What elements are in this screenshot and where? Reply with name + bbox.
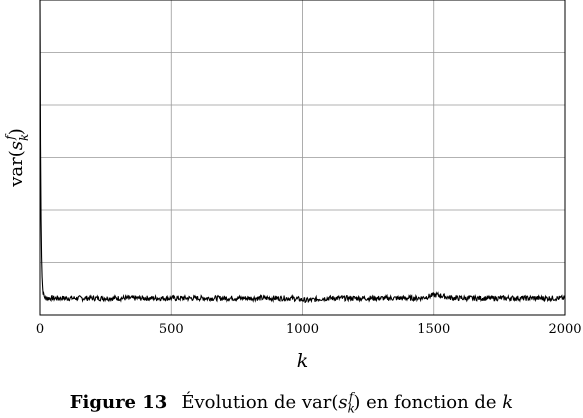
caption-text-before: Évolution de var( [181,392,339,413]
figure-caption: Figure 13 Évolution de var(skf) en foncti… [0,390,583,416]
caption-text-after: ) en fonction de [353,392,503,413]
x-axis-label: k [297,350,309,372]
caption-sup: f [348,390,354,404]
grid-lines [40,0,565,315]
y-axis-label-sub: k [17,134,31,141]
caption-var: s [338,392,348,413]
y-axis-label-prefix: var( [6,150,27,188]
y-axis-label-var: s [6,141,27,150]
caption-sub: k [347,401,355,416]
y-axis-label-sup: f [3,133,17,141]
x-ticks: 0 500 1000 1500 2000 [36,322,582,337]
caption-text-end: k [502,392,514,413]
x-tick-label: 1000 [286,322,319,337]
x-tick-label: 2000 [548,322,581,337]
plot-frame [39,0,566,316]
y-axis-label-suffix: ) [6,128,27,135]
series-line [39,0,566,304]
y-axis-label: var(skf) [3,128,31,188]
x-tick-label: 500 [159,322,184,337]
x-tick-label: 1500 [417,322,450,337]
x-tick-label: 0 [36,322,44,337]
figure-label: Figure 13 [69,392,168,413]
chart: 0 500 1000 1500 2000 k var(skf) [3,0,582,372]
